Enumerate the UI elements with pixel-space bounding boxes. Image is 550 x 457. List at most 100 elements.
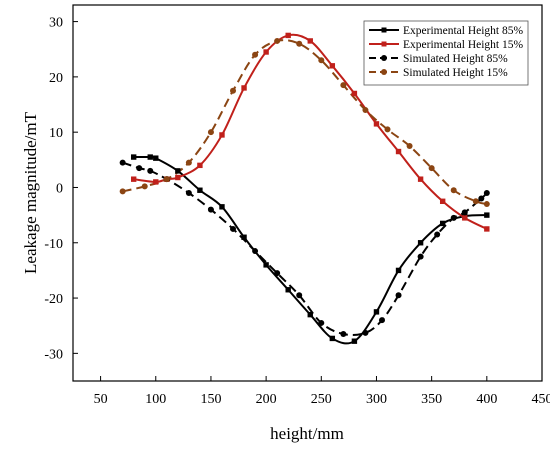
data-point (428, 165, 435, 172)
legend-swatch-marker (381, 69, 387, 75)
data-point (450, 214, 457, 221)
plot-frame (72, 4, 543, 382)
data-point (274, 37, 281, 44)
y-tick-label: -20 (44, 292, 63, 307)
data-point (175, 168, 181, 174)
data-point (219, 204, 225, 210)
data-point (252, 248, 259, 255)
data-point (307, 38, 313, 44)
legend-item-1: Experimental Height 85% (369, 25, 523, 37)
legend-box (363, 20, 529, 86)
data-point (362, 329, 369, 336)
series-markers-3 (119, 159, 490, 337)
data-point (329, 335, 336, 342)
series-markers-1 (130, 154, 490, 344)
data-point (197, 162, 203, 169)
legend-label: Simulated Height 15% (403, 67, 508, 79)
data-point (241, 85, 247, 91)
legend-label: Experimental Height 85% (403, 25, 523, 37)
y-tick-label: -10 (44, 237, 63, 252)
data-point (417, 253, 424, 260)
data-point (285, 32, 291, 39)
data-point (484, 226, 490, 232)
x-tick-label: 150 (200, 392, 221, 407)
data-point (207, 129, 214, 136)
y-tick-label: 30 (49, 16, 63, 31)
y-tick-labels: -30 -20 -10 0 10 20 30 (44, 16, 63, 363)
data-point (484, 212, 490, 218)
legend-swatch-marker (381, 27, 387, 33)
x-tick-label: 300 (366, 392, 387, 407)
data-point (197, 187, 203, 193)
data-point (163, 176, 170, 183)
data-point (263, 49, 269, 55)
data-point (406, 143, 413, 149)
data-point (351, 338, 358, 344)
data-point (472, 198, 479, 205)
data-point (285, 287, 291, 293)
y-tick-label: 0 (56, 181, 63, 196)
data-point (185, 190, 192, 196)
x-tick-labels: 50 100 150 200 250 300 350 400 450 (94, 392, 550, 407)
data-point (395, 267, 402, 274)
data-point (373, 309, 380, 315)
data-point (296, 40, 303, 47)
data-point (340, 331, 347, 337)
data-point (384, 126, 391, 133)
y-tick-label: -30 (44, 347, 63, 362)
data-point (318, 319, 325, 326)
data-point (241, 234, 247, 240)
x-tick-label: 100 (145, 392, 166, 407)
x-tick-label: 450 (532, 392, 550, 407)
data-point (351, 90, 358, 97)
data-point (373, 121, 380, 127)
data-point (147, 167, 154, 174)
y-tick-label: 10 (49, 126, 63, 141)
x-tick-label: 250 (311, 392, 332, 407)
data-point (478, 195, 485, 202)
data-point (378, 317, 385, 324)
data-point (296, 292, 303, 299)
y-axis-title: Leakage magnitude/mT (21, 111, 40, 274)
data-point (130, 176, 137, 182)
x-tick-label: 400 (476, 392, 497, 407)
legend-label: Simulated Height 85% (403, 53, 508, 65)
data-point (439, 220, 446, 227)
data-point (434, 231, 441, 238)
legend-item-2: Experimental Height 15% (369, 39, 523, 51)
legend-item-3: Simulated Height 85% (369, 53, 508, 65)
data-point (136, 165, 143, 172)
x-axis-title: height/mm (270, 424, 344, 443)
data-point (175, 174, 181, 181)
data-point (185, 159, 192, 166)
data-point (362, 107, 369, 114)
data-point (230, 87, 237, 94)
data-point (263, 262, 269, 268)
data-point (119, 188, 126, 195)
data-point (147, 154, 153, 160)
data-point (483, 201, 490, 208)
series-markers (119, 32, 490, 344)
data-point (450, 187, 457, 194)
data-point (462, 215, 468, 221)
data-point (417, 240, 424, 246)
data-point (119, 159, 126, 166)
data-point (329, 63, 336, 69)
legend-swatch-marker (381, 55, 387, 61)
data-point (130, 154, 137, 160)
legend: Experimental Height 85% Experimental Hei… (363, 20, 529, 86)
x-tick-label: 350 (421, 392, 442, 407)
y-tick-label: 20 (49, 71, 63, 86)
legend-label: Experimental Height 15% (403, 39, 523, 51)
data-point (461, 209, 468, 216)
data-point (417, 176, 424, 182)
legend-item-4: Simulated Height 15% (369, 67, 508, 79)
data-point (318, 57, 325, 64)
data-point (483, 190, 490, 196)
data-point (307, 311, 313, 318)
data-point (219, 132, 225, 138)
tick-marks (73, 21, 543, 381)
data-point (340, 82, 347, 89)
x-tick-label: 50 (94, 392, 108, 407)
